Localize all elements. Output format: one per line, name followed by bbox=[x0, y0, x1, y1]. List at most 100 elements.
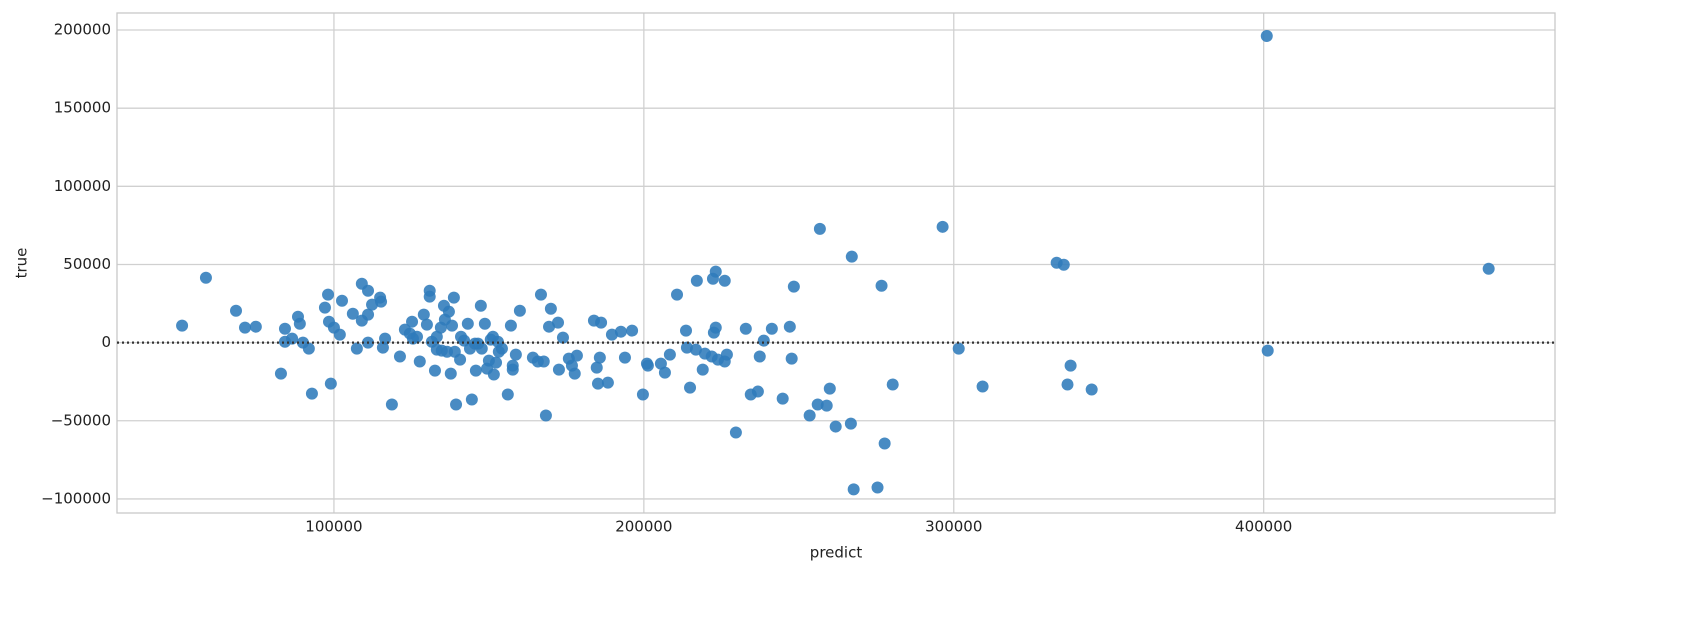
point bbox=[614, 325, 627, 338]
point bbox=[333, 328, 346, 341]
point bbox=[601, 376, 614, 389]
point bbox=[570, 349, 583, 362]
point bbox=[720, 348, 733, 361]
point bbox=[641, 359, 654, 372]
point bbox=[820, 399, 833, 412]
point bbox=[442, 305, 455, 318]
point bbox=[469, 364, 482, 377]
point bbox=[845, 250, 858, 263]
y-tick-label: −50000 bbox=[51, 411, 111, 429]
point bbox=[658, 366, 671, 379]
point bbox=[590, 361, 603, 374]
point bbox=[420, 318, 433, 331]
point bbox=[1260, 29, 1273, 42]
point bbox=[447, 291, 460, 304]
point bbox=[757, 334, 770, 347]
point bbox=[1057, 258, 1070, 271]
point bbox=[230, 304, 243, 317]
point bbox=[663, 348, 676, 361]
x-tick-label: 200000 bbox=[615, 518, 672, 536]
point bbox=[454, 353, 467, 366]
point bbox=[362, 284, 375, 297]
point bbox=[680, 324, 693, 337]
point bbox=[504, 319, 517, 332]
point bbox=[238, 321, 251, 334]
point bbox=[595, 316, 608, 329]
point bbox=[324, 377, 337, 390]
point bbox=[785, 352, 798, 365]
point bbox=[626, 324, 639, 337]
point bbox=[506, 363, 519, 376]
point bbox=[1064, 359, 1077, 372]
point bbox=[811, 398, 824, 411]
point bbox=[776, 392, 789, 405]
point bbox=[199, 271, 212, 284]
point bbox=[552, 316, 565, 329]
point bbox=[274, 367, 287, 380]
point bbox=[593, 351, 606, 364]
point bbox=[690, 274, 703, 287]
point bbox=[487, 368, 500, 381]
point bbox=[490, 356, 503, 369]
point bbox=[318, 301, 331, 314]
point bbox=[709, 321, 722, 334]
point bbox=[729, 426, 742, 439]
point bbox=[1085, 383, 1098, 396]
point bbox=[878, 437, 891, 450]
point bbox=[430, 330, 443, 343]
x-tick-label: 100000 bbox=[305, 518, 362, 536]
point bbox=[465, 393, 478, 406]
point bbox=[501, 388, 514, 401]
point bbox=[829, 420, 842, 433]
point bbox=[362, 308, 375, 321]
point bbox=[417, 308, 430, 321]
point bbox=[783, 320, 796, 333]
y-tick-label: −100000 bbox=[41, 489, 111, 507]
point bbox=[302, 342, 315, 355]
point bbox=[803, 409, 816, 422]
point bbox=[423, 284, 436, 297]
point bbox=[534, 288, 547, 301]
point bbox=[636, 388, 649, 401]
point bbox=[556, 331, 569, 344]
point bbox=[513, 304, 526, 317]
point bbox=[474, 299, 487, 312]
point bbox=[410, 330, 423, 343]
point bbox=[886, 378, 899, 391]
point bbox=[844, 417, 857, 430]
x-tick-label: 400000 bbox=[1235, 518, 1292, 536]
point bbox=[680, 341, 693, 354]
point bbox=[871, 481, 884, 494]
point bbox=[176, 319, 189, 332]
y-tick-label: 150000 bbox=[54, 99, 111, 117]
point bbox=[696, 363, 709, 376]
point bbox=[976, 380, 989, 393]
point bbox=[739, 322, 752, 335]
point bbox=[751, 385, 764, 398]
point bbox=[385, 398, 398, 411]
y-tick-label: 100000 bbox=[54, 177, 111, 195]
point bbox=[379, 332, 392, 345]
y-axis-label: true bbox=[13, 248, 31, 279]
point bbox=[689, 343, 702, 356]
point bbox=[350, 342, 363, 355]
point bbox=[823, 382, 836, 395]
point bbox=[461, 317, 474, 330]
point bbox=[376, 341, 389, 354]
point bbox=[952, 342, 965, 355]
point bbox=[305, 387, 318, 400]
x-tick-label: 300000 bbox=[925, 518, 982, 536]
plot-frame bbox=[116, 12, 1556, 514]
point bbox=[428, 364, 441, 377]
point bbox=[813, 222, 826, 235]
point bbox=[552, 363, 565, 376]
point bbox=[444, 367, 457, 380]
point bbox=[709, 265, 722, 278]
y-tick-label: 0 bbox=[101, 333, 111, 351]
point bbox=[335, 294, 348, 307]
point bbox=[537, 355, 550, 368]
y-tick-label: 200000 bbox=[54, 21, 111, 39]
point bbox=[278, 322, 291, 335]
